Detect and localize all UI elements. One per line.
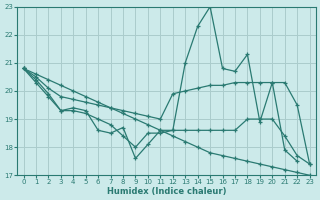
X-axis label: Humidex (Indice chaleur): Humidex (Indice chaleur)	[107, 187, 226, 196]
